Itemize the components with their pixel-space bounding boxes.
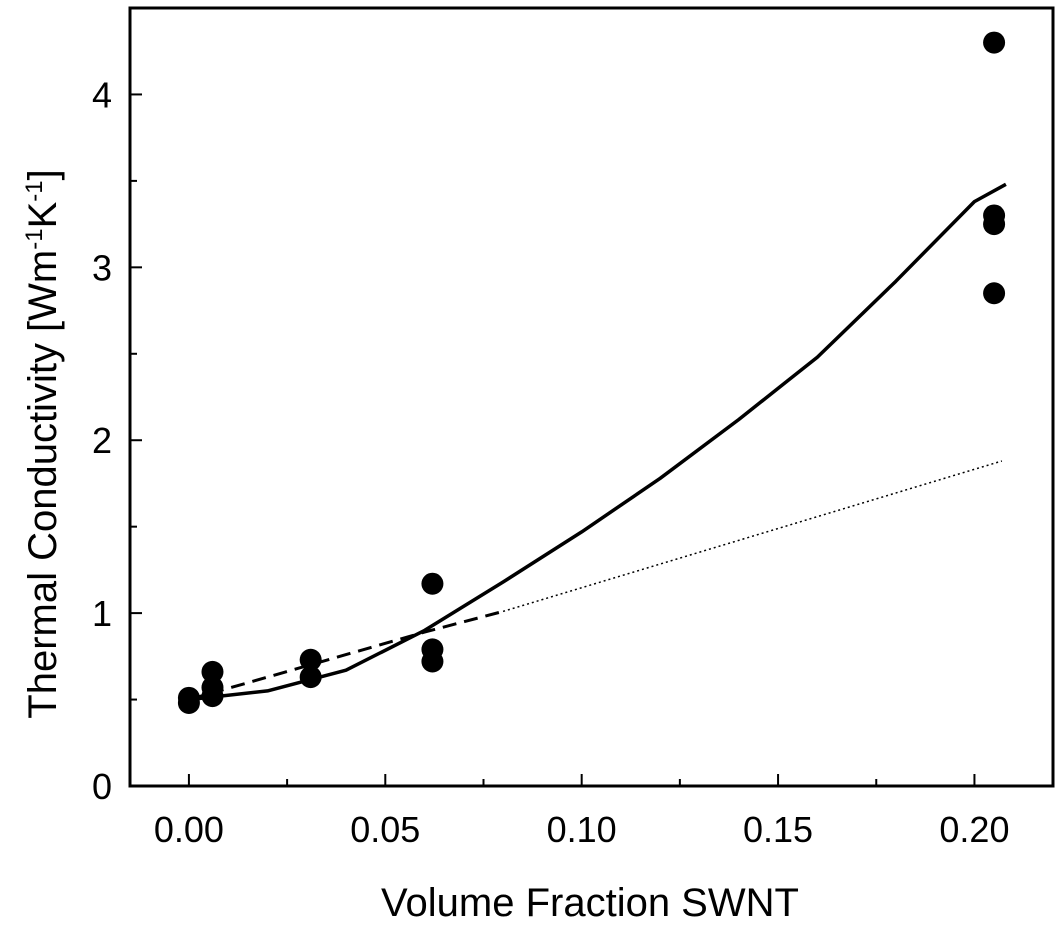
y-axis-label-superscript: -1 [21, 228, 48, 249]
fit-line-dotted [502, 460, 1003, 613]
plot-border [128, 6, 1055, 788]
y-tick-label: 1 [92, 593, 112, 634]
y-tick-label: 2 [92, 420, 112, 461]
data-point [177, 686, 200, 709]
data-point [983, 31, 1006, 54]
data-point [983, 282, 1006, 305]
y-axis-label: Thermal Conductivity [Wm-1K-1] [21, 169, 65, 718]
y-axis-label-superscript: -1 [21, 180, 48, 201]
x-tick-label: 0.20 [939, 809, 1009, 850]
data-point [299, 666, 322, 689]
x-axis-label: Volume Fraction SWNT [381, 881, 799, 925]
x-axis-ticks: 0.00 0.05 0.10 0.15 0.20 [154, 774, 1009, 850]
y-tick-label: 3 [92, 247, 112, 288]
x-tick-label: 0.05 [350, 809, 420, 850]
x-tick-label: 0.00 [154, 809, 224, 850]
y-tick-label: 4 [92, 74, 112, 115]
y-axis-ticks: 0 1 2 3 4 [92, 74, 142, 807]
data-point [421, 638, 444, 661]
data-point [983, 204, 1006, 227]
x-tick-label: 0.15 [743, 809, 813, 850]
data-point [201, 660, 224, 683]
series-layer [177, 31, 1007, 715]
fit-line-dashed [188, 609, 504, 702]
x-tick-label: 0.10 [547, 809, 617, 850]
data-point [299, 648, 322, 671]
y-axis-label-part: ] [21, 169, 65, 180]
y-tick-label: 0 [92, 766, 112, 807]
y-axis-label-part: Thermal Conductivity [Wm [21, 250, 65, 719]
y-axis-label-part: K [21, 201, 65, 228]
fit-line-solid [188, 182, 1007, 702]
data-point [421, 572, 444, 595]
plot-frame [128, 6, 1055, 788]
data-point [201, 676, 224, 699]
